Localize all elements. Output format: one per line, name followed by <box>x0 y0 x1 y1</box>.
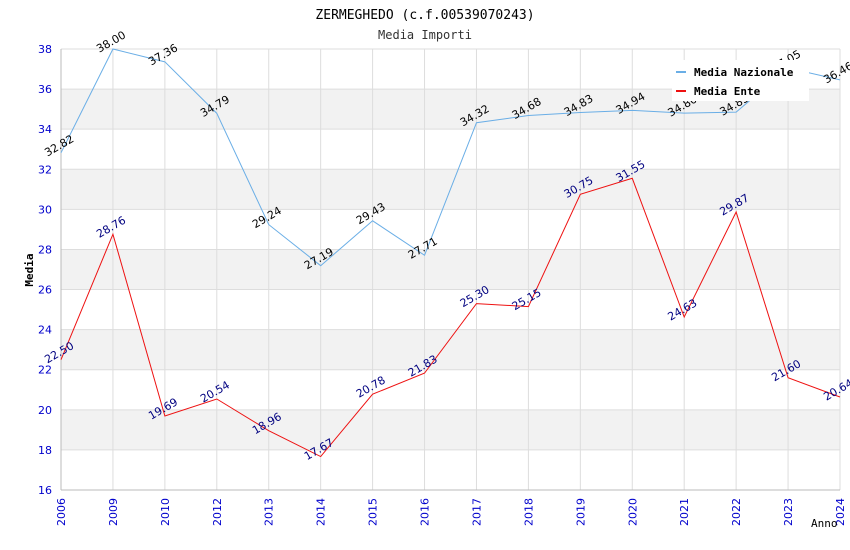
legend-box <box>672 60 809 101</box>
series-lines <box>60 48 841 458</box>
plot-band <box>61 209 840 250</box>
x-tick-label: 2009 <box>107 498 120 526</box>
y-tick-label: 32 <box>38 163 52 176</box>
axes <box>60 49 840 491</box>
plot-band <box>61 369 840 410</box>
x-tick-label: 2018 <box>522 498 535 526</box>
x-tick-label: 2015 <box>367 498 380 526</box>
y-tick-label: 38 <box>38 43 52 56</box>
x-tick-label: 2013 <box>263 498 276 526</box>
y-tick-label: 20 <box>38 404 52 417</box>
x-tick-label: 2016 <box>419 498 432 526</box>
plot-background <box>61 49 840 490</box>
y-tick-labels: 16 18 20 22 24 26 28 30 32 34 36 38 <box>38 43 52 497</box>
y-tick-label: 26 <box>38 284 52 297</box>
x-tick-label: 2010 <box>159 498 172 526</box>
x-axis-label: Anno <box>811 517 838 530</box>
x-tick-label: 2012 <box>211 498 224 526</box>
x-tick-label: 2017 <box>470 498 483 526</box>
x-tick-labels: 2006 2009 2010 2012 2013 2014 2015 2016 2017 2018… <box>55 498 847 526</box>
y-tick-label: 16 <box>38 484 52 497</box>
x-tick-label: 2006 <box>55 498 68 526</box>
x-tick-label: 2019 <box>574 498 587 526</box>
y-axis-label: Media <box>23 253 36 286</box>
x-tick-label: 2021 <box>678 498 691 526</box>
y-tick-label: 28 <box>38 243 52 256</box>
x-tick-label: 2022 <box>730 498 743 526</box>
plot-band <box>61 249 840 290</box>
legend: Media Nazionale Media Ente <box>672 60 809 101</box>
chart-subtitle: Media Importi <box>378 28 472 42</box>
plot-band <box>61 289 840 330</box>
y-tick-label: 24 <box>38 324 52 337</box>
y-tick-label: 34 <box>38 123 52 136</box>
x-tick-label: 2020 <box>626 498 639 526</box>
plot-band <box>61 409 840 450</box>
plot-band <box>61 129 840 170</box>
legend-label-media-ente: Media Ente <box>694 85 761 98</box>
x-tick-label: 2014 <box>315 498 328 526</box>
x-tick-label: 2023 <box>782 498 795 526</box>
y-tick-label: 18 <box>38 444 52 457</box>
y-tick-label: 30 <box>38 203 52 216</box>
plot-band <box>61 329 840 370</box>
legend-label-media-nazionale: Media Nazionale <box>694 66 794 79</box>
chart-title: ZERMEGHEDO (c.f.00539070243) <box>315 8 534 23</box>
series-line-media-ente <box>60 177 841 458</box>
plot-band <box>61 449 840 490</box>
x-tick-label: 2024 <box>834 498 847 526</box>
y-tick-label: 36 <box>38 83 52 96</box>
series-line-media-nazionale <box>60 48 841 267</box>
y-tick-label: 22 <box>38 364 52 377</box>
